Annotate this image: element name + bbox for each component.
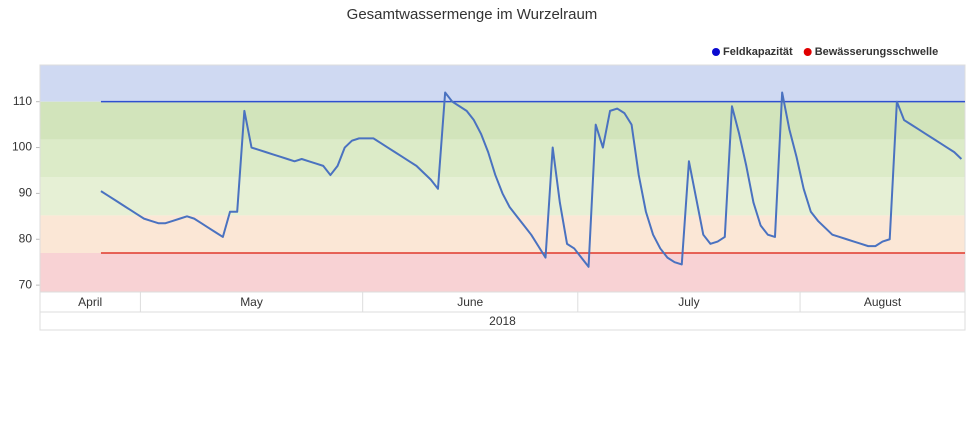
legend-marker [712,48,720,56]
band [40,215,965,254]
y-tick-label: 70 [19,277,33,291]
x-tick-label: June [457,295,483,309]
y-tick-label: 110 [13,94,32,108]
band [40,177,965,216]
band [40,65,965,102]
x-tick-label: April [78,295,102,309]
y-tick-label: 100 [12,140,32,154]
x-tick-label: May [240,295,263,309]
data-line [100,91,963,268]
y-tick-label: 90 [19,186,33,200]
x-tick-label: August [864,295,902,309]
y-tick-label: 80 [19,231,33,245]
band [40,253,965,292]
x-group-label: 2018 [489,314,516,328]
legend-label: Bewässerungsschwelle [815,46,939,58]
legend-label: Feldkapazität [723,46,793,58]
legend-marker [803,48,812,56]
x-axis-box [39,291,966,331]
band [40,101,965,140]
chart-title: Gesamtwassermenge im Wurzelraum [347,6,598,23]
band [40,139,965,178]
x-tick-label: July [678,295,699,309]
